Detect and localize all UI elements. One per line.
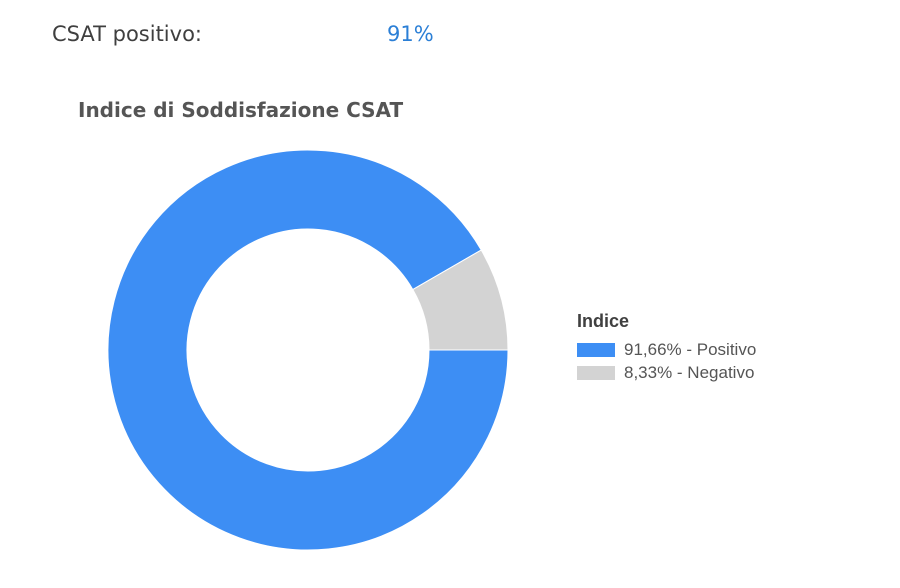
chart-legend: Indice 91,66% - Positivo 8,33% - Negativ…	[577, 311, 756, 384]
legend-swatch-negativo	[577, 365, 615, 380]
donut-svg	[107, 149, 509, 551]
csat-positive-value: 91%	[387, 22, 434, 46]
legend-title: Indice	[577, 311, 630, 331]
legend-swatch-positivo	[577, 342, 615, 357]
chart-title: Indice di Soddisfazione CSAT	[78, 98, 404, 122]
legend-label-negativo: 8,33% - Negativo	[624, 362, 755, 382]
csat-positive-label: CSAT positivo:	[52, 22, 202, 46]
legend-item-positivo: 91,66% - Positivo	[577, 338, 756, 361]
legend-item-negativo: 8,33% - Negativo	[577, 361, 756, 384]
legend-label-positivo: 91,66% - Positivo	[624, 339, 757, 359]
csat-donut-chart: Indice di Soddisfazione CSAT Indice 91,6…	[0, 80, 900, 588]
donut-slice-negativo	[412, 249, 509, 351]
donut-slice-positivo	[107, 149, 509, 551]
